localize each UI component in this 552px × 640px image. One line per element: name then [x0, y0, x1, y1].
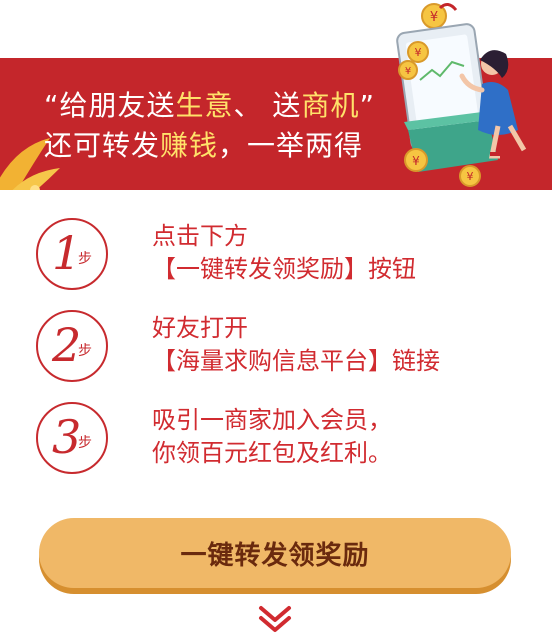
banner-headline: “给朋友送生意、 送商机” 还可转发赚钱，一举两得 [44, 86, 375, 166]
double-chevron-down-icon[interactable] [257, 604, 293, 634]
yen-coin-icon: ¥ [459, 165, 481, 187]
step-badge-2: 2 步 [36, 310, 108, 382]
leaf-decoration-icon [0, 138, 60, 190]
step-text: 点击下方 【一键转发领奖励】按钮 [152, 222, 416, 283]
svg-text:¥: ¥ [467, 170, 474, 183]
yen-coin-icon: ¥ [398, 60, 418, 80]
step-2: 2 步 好友打开 【海量求购信息平台】链接 [0, 310, 552, 390]
step-number: 2 [52, 318, 82, 372]
step-text: 吸引一商家加入会员， 你领百元红包及红利。 [152, 406, 392, 467]
step-number: 3 [52, 410, 82, 464]
yen-coin-icon: ¥ [407, 41, 429, 63]
step-number: 1 [52, 226, 82, 280]
step-text: 好友打开 【海量求购信息平台】链接 [152, 314, 440, 375]
step-unit: 步 [78, 435, 92, 451]
step-unit: 步 [78, 343, 92, 359]
yen-coin-icon: ¥ [404, 148, 428, 172]
woman-phone-illustration: ¥ ¥ ¥ ¥ ¥ [396, 3, 527, 187]
svg-text:¥: ¥ [430, 10, 438, 25]
svg-text:¥: ¥ [405, 66, 411, 77]
svg-text:¥: ¥ [412, 154, 420, 168]
svg-text:¥: ¥ [415, 46, 422, 59]
step-1: 1 步 点击下方 【一键转发领奖励】按钮 [0, 218, 552, 298]
headline-line-1: “给朋友送生意、 送商机” [44, 89, 375, 122]
step-badge-3: 3 步 [36, 402, 108, 474]
step-badge-1: 1 步 [36, 218, 108, 290]
step-3: 3 步 吸引一商家加入会员， 你领百元红包及红利。 [0, 402, 552, 482]
share-for-reward-button[interactable]: 一键转发领奖励 [39, 518, 511, 588]
headline-line-2: 还可转发赚钱，一举两得 [44, 129, 364, 162]
step-unit: 步 [78, 251, 92, 267]
